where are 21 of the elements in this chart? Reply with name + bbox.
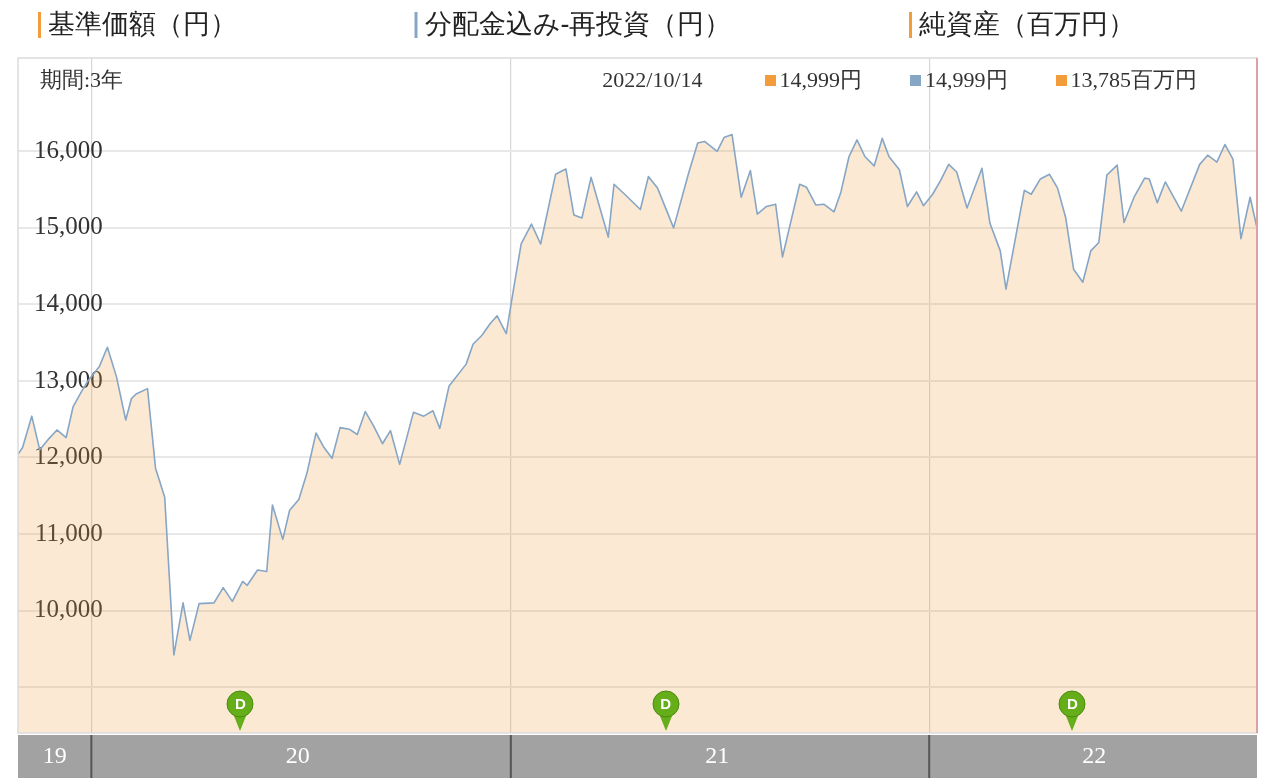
legend-label: 基準価額（円） [48, 9, 237, 40]
y-tick-label: 14,000 [34, 288, 103, 316]
annotation: 期間:3年 [40, 67, 124, 92]
x-tick-label: 19 [42, 741, 67, 768]
y-tick-label: 15,000 [34, 212, 103, 240]
x-tick-label: 20 [285, 741, 310, 768]
y-tick-label: 16,000 [34, 135, 103, 163]
annotation: 13,785百万円 [1070, 67, 1197, 92]
annotation: 14,999円 [925, 67, 1008, 92]
y-tick-label: 10,000 [34, 595, 103, 623]
x-tick-label: 22 [1082, 741, 1107, 768]
annotation: 14,999円 [779, 67, 862, 92]
legend-label: 分配金込み-再投資（円） [424, 9, 732, 40]
annotation: D [1066, 694, 1079, 713]
y-tick-label: 11,000 [34, 518, 103, 546]
annotation: 2022/10/14 [602, 67, 703, 92]
x-tick-label: 21 [705, 741, 730, 768]
y-tick-label: 12,000 [34, 442, 103, 470]
annotation: D [659, 694, 672, 713]
annotation: D [233, 694, 247, 713]
legend-label: 純資産（百万円） [919, 9, 1135, 40]
